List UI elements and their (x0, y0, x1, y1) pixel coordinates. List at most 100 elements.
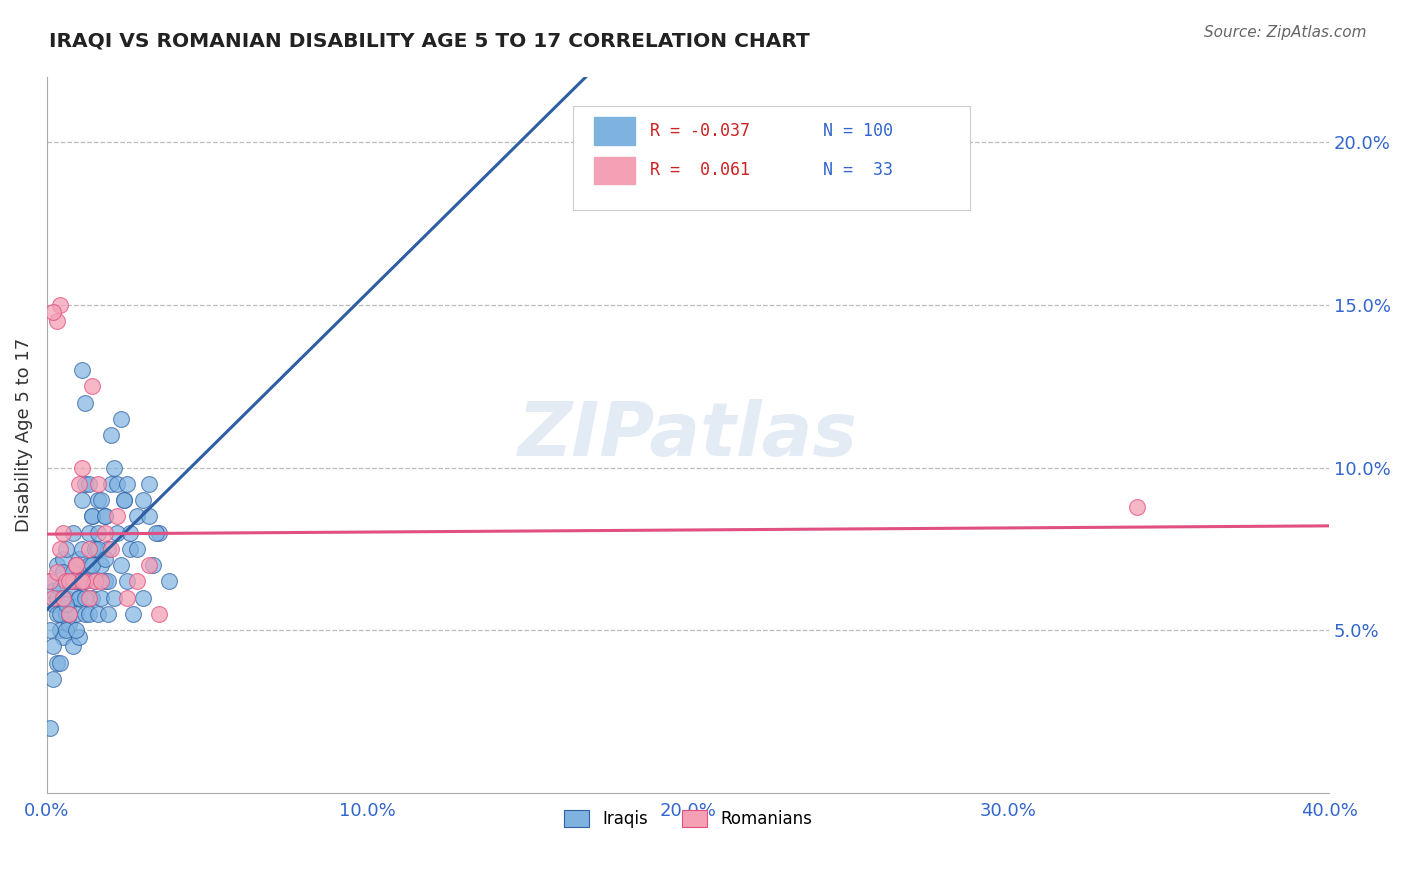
Point (39, 574, 62, 589)
Point (52, 565, 75, 579)
Point (62, 574, 84, 589)
Point (112, 493, 135, 508)
Point (45, 565, 67, 579)
Point (87, 476, 110, 491)
Point (80, 558, 103, 573)
Point (62, 574, 84, 589)
Point (157, 574, 180, 589)
Point (52, 551, 75, 566)
Point (45, 607, 67, 621)
Point (70, 493, 93, 508)
Point (58, 616, 80, 631)
Point (110, 558, 132, 573)
Point (75, 607, 97, 621)
Point (52, 525, 75, 540)
Point (87, 525, 110, 540)
Point (42, 304, 65, 318)
Point (93, 551, 115, 566)
Point (97, 574, 120, 589)
Point (48, 541, 70, 556)
Point (80, 379, 103, 393)
Point (65, 607, 87, 621)
Point (75, 574, 97, 589)
Point (110, 411, 132, 425)
Point (55, 623, 77, 637)
Point (65, 558, 87, 573)
Point (45, 314, 67, 328)
Point (1126, 500, 1149, 514)
Text: Source: ZipAtlas.com: Source: ZipAtlas.com (1204, 25, 1367, 40)
Point (42, 584, 65, 599)
Point (77, 525, 100, 540)
Point (148, 525, 170, 540)
Point (93, 509, 115, 524)
Point (70, 541, 93, 556)
Point (115, 476, 138, 491)
Point (132, 493, 155, 508)
Point (87, 541, 110, 556)
FancyBboxPatch shape (572, 106, 970, 210)
Point (58, 607, 80, 621)
Point (97, 541, 120, 556)
Point (142, 558, 165, 573)
Point (103, 591, 125, 605)
Point (138, 476, 160, 491)
Point (48, 623, 70, 637)
Text: N = 100: N = 100 (823, 122, 893, 140)
Point (65, 558, 87, 573)
Point (107, 476, 129, 491)
Point (39, 574, 62, 589)
Point (80, 509, 103, 524)
Point (75, 574, 97, 589)
Point (87, 493, 110, 508)
Point (55, 574, 77, 589)
Point (97, 607, 120, 621)
Point (70, 574, 93, 589)
Point (52, 591, 75, 605)
Point (75, 395, 97, 409)
Point (48, 607, 70, 621)
Point (132, 591, 155, 605)
Bar (595, 118, 636, 145)
Point (62, 525, 84, 540)
Y-axis label: Disability Age 5 to 17: Disability Age 5 to 17 (15, 338, 32, 533)
Point (115, 591, 138, 605)
Point (42, 640, 65, 654)
Point (67, 476, 90, 491)
Point (138, 509, 160, 524)
Point (115, 574, 138, 589)
Point (90, 493, 112, 508)
Point (67, 630, 90, 644)
Point (77, 476, 100, 491)
Point (70, 363, 93, 377)
Point (77, 607, 100, 621)
Point (58, 597, 80, 611)
Point (84, 574, 107, 589)
Point (42, 591, 65, 605)
Text: ZIPatlas: ZIPatlas (517, 399, 858, 472)
Point (90, 574, 112, 589)
Point (112, 493, 135, 508)
Point (80, 591, 103, 605)
Point (75, 591, 97, 605)
Point (93, 509, 115, 524)
Point (93, 574, 115, 589)
Point (55, 597, 77, 611)
Point (84, 541, 107, 556)
Bar (595, 157, 636, 184)
Point (103, 460, 125, 475)
Point (138, 558, 160, 573)
Point (122, 607, 145, 621)
Point (87, 607, 110, 621)
Point (90, 558, 112, 573)
Point (145, 525, 167, 540)
Point (52, 591, 75, 605)
Point (39, 623, 62, 637)
Point (77, 558, 100, 573)
Point (62, 584, 84, 599)
Point (125, 509, 148, 524)
Point (48, 656, 70, 670)
Point (120, 541, 142, 556)
Point (52, 630, 75, 644)
Point (58, 607, 80, 621)
